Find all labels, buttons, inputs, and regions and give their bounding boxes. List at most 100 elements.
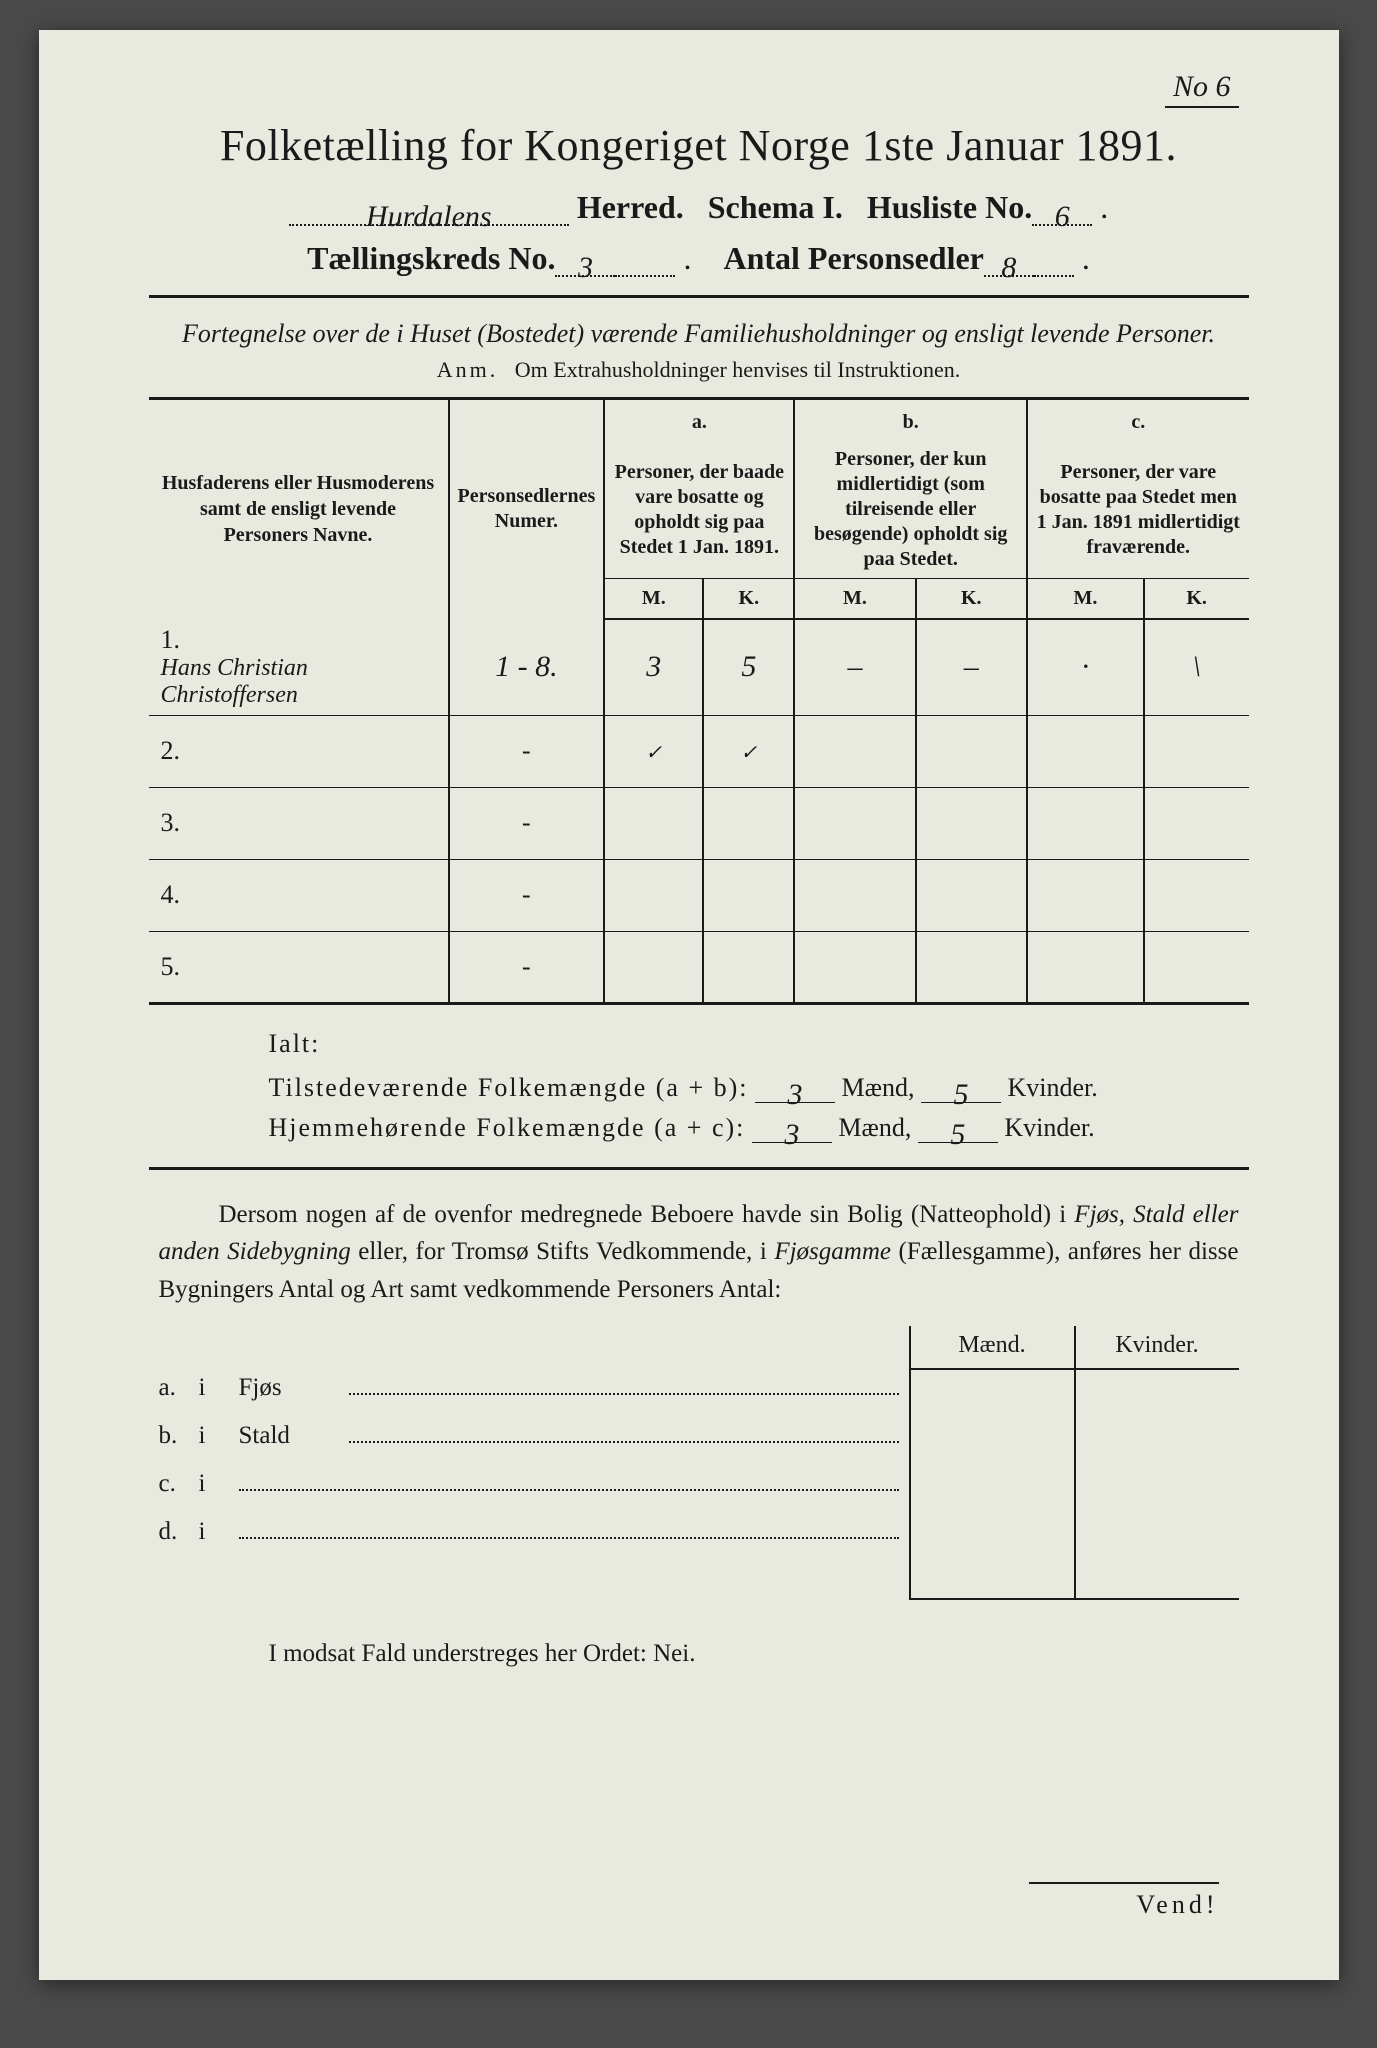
husliste-label: Husliste No.	[867, 189, 1032, 225]
col-name-header: Husfaderens eller Husmoderens samt de en…	[149, 399, 449, 619]
person-name: Hans Christian Christoffersen	[161, 655, 440, 709]
col-b-letter: b.	[794, 399, 1027, 442]
cell-cm: ·	[1082, 650, 1090, 684]
herred-value: Hurdalens	[366, 200, 492, 234]
building-row: a. i Fjøs	[159, 1370, 909, 1402]
fortegnelse-heading: Fortegnelse over de i Huset (Bostedet) v…	[159, 316, 1239, 351]
ialt-label: Ialt:	[269, 1029, 1249, 1059]
table-row: 3. -	[149, 787, 1249, 859]
household-table: Husfaderens eller Husmoderens samt de en…	[149, 397, 1249, 1005]
cell-ck: \	[1192, 650, 1200, 684]
row-num: 4.	[161, 880, 187, 910]
cell-bk: –	[964, 650, 979, 684]
building-type: Fjøs	[239, 1374, 349, 1402]
kvinder-label: Kvinder.	[1004, 1113, 1094, 1142]
col-c-letter: c.	[1027, 399, 1248, 442]
col-b-k: K.	[916, 579, 1028, 619]
building-type: Stald	[239, 1422, 349, 1450]
tilstede-k: 5	[953, 1078, 968, 1112]
form-title: Folketælling for Kongeriget Norge 1ste J…	[149, 120, 1249, 171]
hjemme-label: Hjemmehørende Folkemængde (a + c):	[269, 1113, 746, 1142]
table-row: 1. Hans Christian Christoffersen 1 - 8. …	[149, 619, 1249, 716]
lower-maend-col	[909, 1370, 1074, 1598]
row-i: i	[199, 1374, 239, 1402]
row-letter: b.	[159, 1422, 199, 1450]
row-letter: c.	[159, 1470, 199, 1498]
cell-bk	[916, 715, 1028, 787]
antal-label: Antal Personsedler	[723, 240, 983, 276]
cell-cm	[1027, 715, 1144, 787]
cell-bm: –	[847, 650, 862, 684]
modsat-line: I modsat Fald understreges her Ordet: Ne…	[269, 1640, 1249, 1668]
tilstede-line: Tilstedeværende Folkemængde (a + b): 3 M…	[269, 1073, 1249, 1103]
anm-text: Om Extrahusholdninger henvises til Instr…	[515, 357, 960, 382]
cell-am: 3	[646, 650, 661, 684]
page-number-annotation: No 6	[1165, 70, 1239, 108]
kreds-label: Tællingskreds No.	[307, 240, 555, 276]
sedler-num: -	[449, 859, 605, 931]
col-c-header: Personer, der vare bosatte paa Stedet me…	[1027, 441, 1248, 579]
table-row: 5. -	[149, 931, 1249, 1003]
cell-ck	[1144, 715, 1249, 787]
divider	[149, 1167, 1249, 1170]
building-row: c. i	[159, 1466, 909, 1498]
sedler-num: -	[449, 931, 605, 1003]
building-row: d. i	[159, 1514, 909, 1546]
lower-kvinder-header: Kvinder.	[1074, 1326, 1239, 1368]
col-a-header: Personer, der baade vare bosatte og opho…	[604, 441, 794, 579]
row-num: 1.	[161, 625, 187, 655]
kreds-value: 3	[578, 251, 593, 285]
col-a-letter: a.	[604, 399, 794, 442]
row-letter: d.	[159, 1518, 199, 1546]
dotted-line	[239, 1514, 899, 1539]
tilstede-label: Tilstedeværende Folkemængde (a + b):	[269, 1073, 749, 1102]
row-i: i	[199, 1422, 239, 1450]
row-i: i	[199, 1470, 239, 1498]
header-line-herred: Hurdalens Herred. Schema I. Husliste No.…	[149, 189, 1249, 226]
sedler-num: 1 - 8.	[495, 650, 558, 684]
dotted-line	[349, 1370, 899, 1395]
col-c-m: M.	[1027, 579, 1144, 619]
antal-value: 8	[1001, 251, 1016, 285]
vend-label: Vend!	[1029, 1882, 1219, 1920]
dersom-paragraph: Dersom nogen af de ovenfor medregnede Be…	[159, 1196, 1239, 1309]
col-b-m: M.	[794, 579, 915, 619]
table-row: 4. -	[149, 859, 1249, 931]
anm-label: Anm.	[437, 357, 499, 382]
cell-ak: 5	[741, 650, 756, 684]
cell-ak: ✓	[740, 740, 757, 765]
divider	[149, 295, 1249, 298]
hjemme-m: 3	[784, 1118, 799, 1152]
row-i: i	[199, 1518, 239, 1546]
header-line-kreds: Tællingskreds No.3 . Antal Personsedler8…	[149, 240, 1249, 277]
maend-label: Mænd,	[838, 1113, 911, 1142]
cell-am: ✓	[645, 740, 662, 765]
row-num: 5.	[161, 952, 187, 982]
col-num-header: Personsedlernes Numer.	[449, 399, 605, 619]
dotted-line	[239, 1466, 899, 1491]
totals-block: Ialt: Tilstedeværende Folkemængde (a + b…	[269, 1029, 1249, 1143]
col-c-k: K.	[1144, 579, 1249, 619]
hjemme-line: Hjemmehørende Folkemængde (a + c): 3 Mæn…	[269, 1113, 1249, 1143]
lower-maend-header: Mænd.	[909, 1326, 1074, 1368]
maend-label: Mænd,	[842, 1073, 915, 1102]
row-num: 3.	[161, 808, 187, 838]
row-letter: a.	[159, 1374, 199, 1402]
building-section: a. i Fjøs b. i Stald c. i d. i	[159, 1326, 1239, 1600]
building-row: b. i Stald	[159, 1418, 909, 1450]
lower-kvinder-col	[1074, 1370, 1239, 1598]
kvinder-label: Kvinder.	[1007, 1073, 1097, 1102]
herred-label: Herred.	[577, 189, 684, 225]
tilstede-m: 3	[788, 1078, 803, 1112]
census-form-page: No 6 Folketælling for Kongeriget Norge 1…	[39, 30, 1339, 1980]
table-row: 2. - ✓ ✓	[149, 715, 1249, 787]
col-a-k: K.	[703, 579, 794, 619]
husliste-value: 6	[1055, 200, 1070, 234]
schema-label: Schema I.	[708, 189, 843, 225]
mk-columns: Mænd. Kvinder.	[909, 1326, 1239, 1600]
sedler-num: -	[449, 715, 605, 787]
anm-line: Anm. Om Extrahusholdninger henvises til …	[149, 357, 1249, 383]
hjemme-k: 5	[950, 1118, 965, 1152]
sedler-num: -	[449, 787, 605, 859]
col-b-header: Personer, der kun midlertidigt (som tilr…	[794, 441, 1027, 579]
